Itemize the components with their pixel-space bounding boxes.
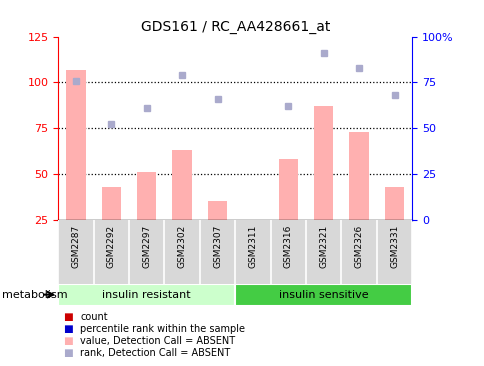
Text: metabolism: metabolism (2, 290, 68, 300)
Text: GSM2316: GSM2316 (283, 225, 292, 268)
Text: GSM2297: GSM2297 (142, 225, 151, 268)
Text: GSM2292: GSM2292 (106, 225, 116, 268)
Text: count: count (80, 311, 107, 322)
Text: ■: ■ (63, 324, 73, 334)
Text: value, Detection Call = ABSENT: value, Detection Call = ABSENT (80, 336, 235, 346)
Bar (313, 106, 333, 220)
Bar (384, 187, 404, 220)
Text: GSM2326: GSM2326 (354, 225, 363, 268)
Bar (136, 172, 156, 220)
Bar (348, 132, 368, 220)
Bar (58, 284, 235, 306)
Bar (235, 284, 411, 306)
Text: insulin sensitive: insulin sensitive (278, 290, 368, 300)
Bar (101, 187, 121, 220)
Text: GSM2331: GSM2331 (389, 225, 398, 268)
Bar (278, 159, 298, 220)
Text: GSM2321: GSM2321 (318, 225, 328, 268)
Bar (66, 70, 86, 220)
Text: GSM2307: GSM2307 (212, 225, 222, 268)
Text: percentile rank within the sample: percentile rank within the sample (80, 324, 244, 334)
Text: GSM2302: GSM2302 (177, 225, 186, 268)
Text: insulin resistant: insulin resistant (102, 290, 191, 300)
Title: GDS161 / RC_AA428661_at: GDS161 / RC_AA428661_at (140, 20, 329, 34)
Text: GSM2311: GSM2311 (248, 225, 257, 268)
Text: rank, Detection Call = ABSENT: rank, Detection Call = ABSENT (80, 348, 230, 358)
Bar (207, 201, 227, 220)
Bar (172, 150, 192, 220)
Text: ■: ■ (63, 348, 73, 358)
Text: ■: ■ (63, 336, 73, 346)
Text: GSM2287: GSM2287 (71, 225, 80, 268)
Text: ■: ■ (63, 311, 73, 322)
